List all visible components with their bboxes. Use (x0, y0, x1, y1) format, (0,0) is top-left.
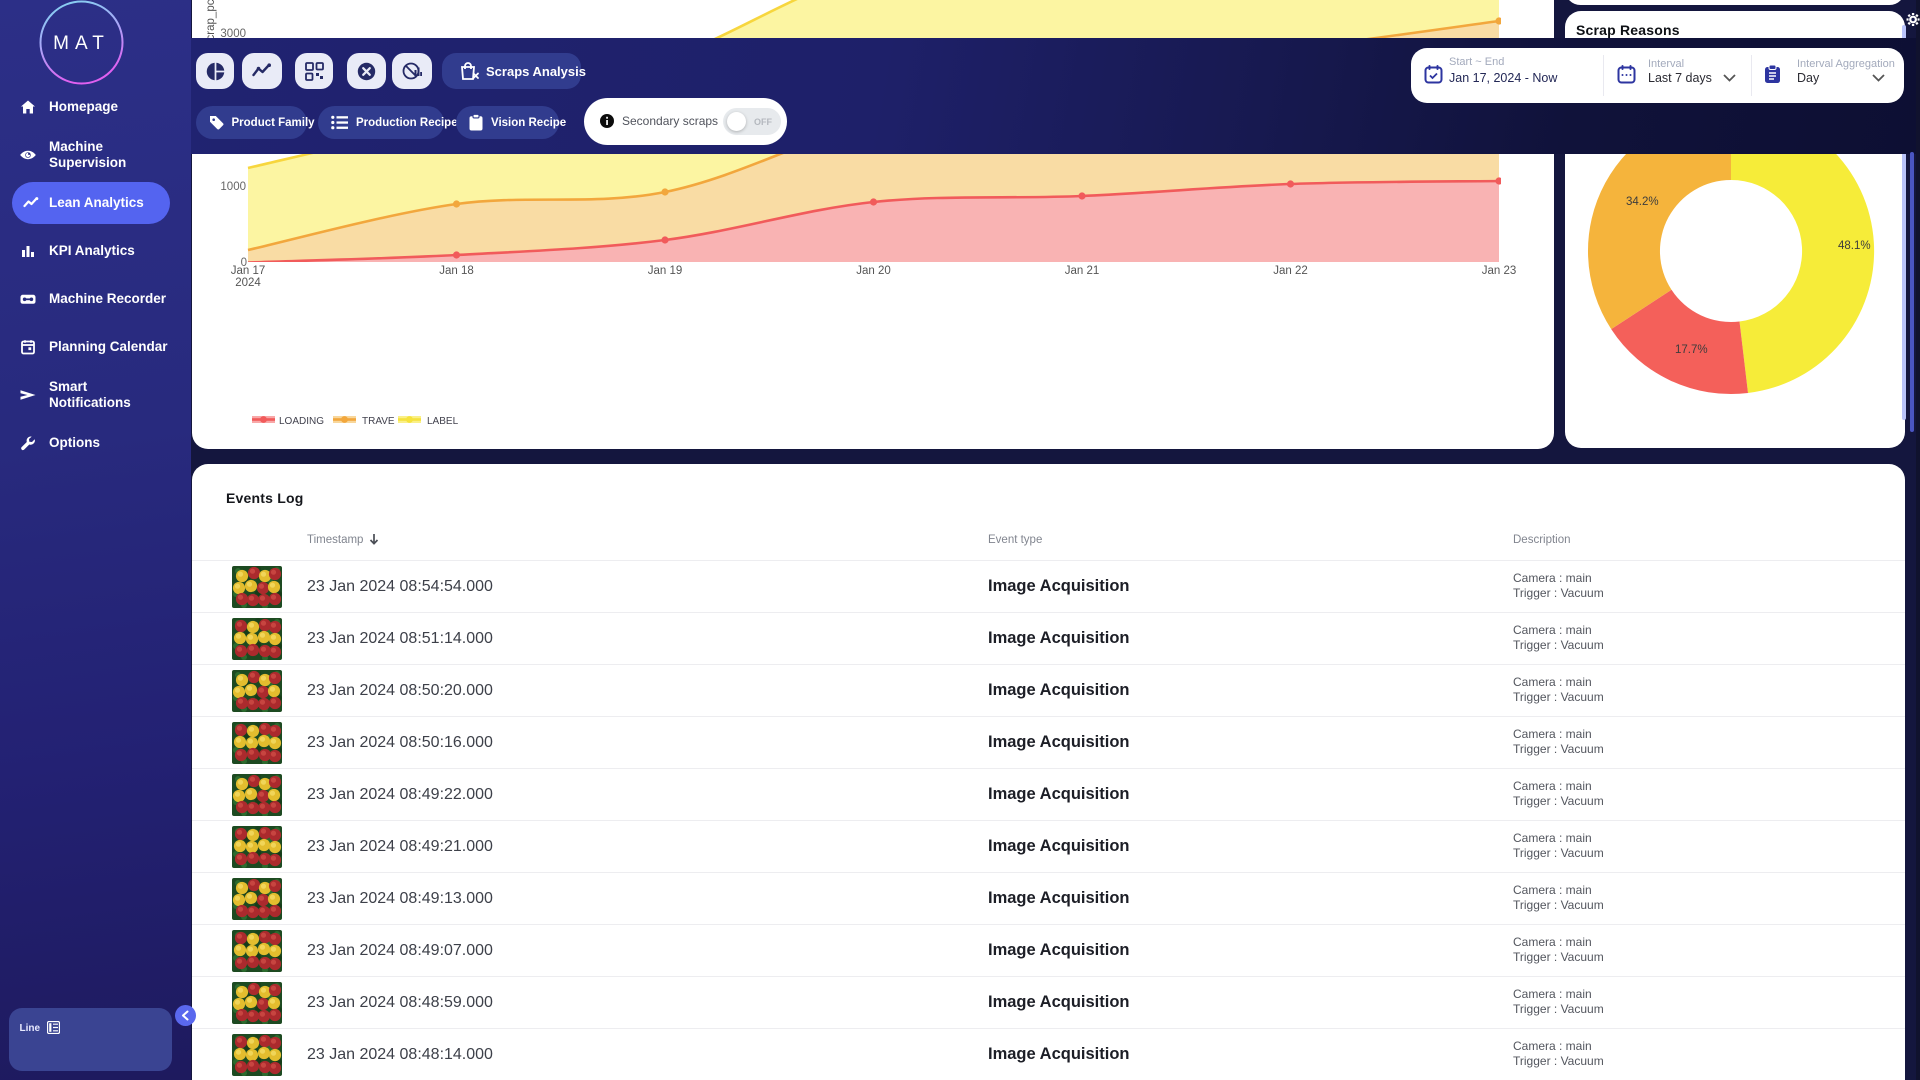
svg-text:Jan 21: Jan 21 (1065, 265, 1100, 277)
svg-text:LABEL: LABEL (427, 416, 459, 427)
svg-text:2024: 2024 (235, 277, 261, 289)
svg-text:17.7%: 17.7% (1675, 344, 1708, 356)
svg-text:Jan 18: Jan 18 (439, 265, 474, 277)
svg-text:3000: 3000 (220, 28, 246, 40)
svg-text:34.2%: 34.2% (1626, 196, 1659, 208)
svg-text:Jan 20: Jan 20 (856, 265, 891, 277)
svg-text:Jan 17: Jan 17 (231, 265, 266, 277)
svg-text:48.1%: 48.1% (1838, 240, 1871, 252)
svg-text:1000: 1000 (220, 181, 246, 193)
svg-text:MAT: MAT (53, 33, 110, 54)
svg-text:0: 0 (241, 257, 247, 269)
svg-text:TRAVE: TRAVE (362, 416, 395, 427)
svg-text:LOADING: LOADING (279, 416, 324, 427)
svg-text:scrap_pcs: scrap_pcs (205, 0, 217, 46)
svg-text:Jan 23: Jan 23 (1482, 265, 1517, 277)
svg-text:Jan 19: Jan 19 (648, 265, 683, 277)
svg-text:Jan 22: Jan 22 (1273, 265, 1308, 277)
